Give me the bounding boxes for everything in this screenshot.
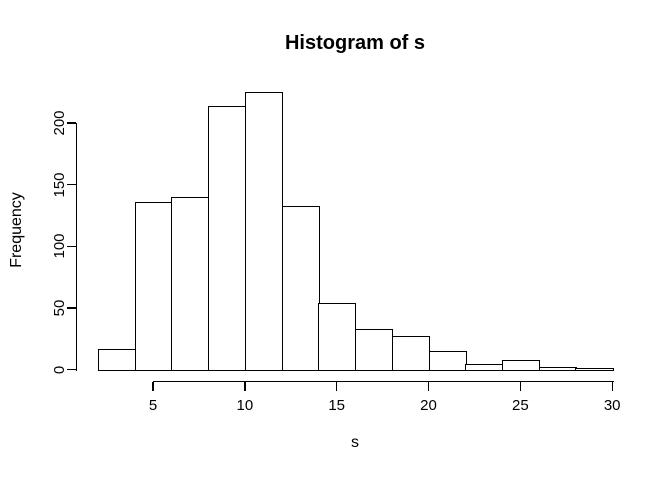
histogram-bar — [355, 328, 394, 372]
histogram-bar — [501, 359, 541, 372]
x-tick-label: 15 — [328, 397, 346, 414]
y-axis-line — [76, 122, 78, 372]
histogram-bar — [428, 351, 467, 372]
histogram-bar — [575, 368, 614, 372]
x-tick-label: 20 — [420, 397, 437, 414]
histogram-bar — [171, 196, 210, 372]
histogram-bar — [208, 105, 247, 372]
y-tick-label: 0 — [51, 365, 68, 374]
x-tick-mark — [152, 382, 154, 392]
histogram-bar — [391, 336, 430, 372]
y-tick-mark — [67, 369, 77, 371]
histogram-bar — [97, 348, 137, 372]
y-tick-label: 200 — [51, 110, 68, 136]
y-tick-label: 150 — [51, 172, 68, 198]
x-tick-mark — [335, 382, 338, 392]
x-tick-mark — [519, 382, 522, 392]
x-tick-label: 30 — [603, 397, 621, 414]
y-tick-mark — [67, 122, 77, 124]
x-tick-mark — [611, 382, 613, 392]
y-tick-mark — [67, 307, 77, 309]
histogram-bar — [538, 367, 577, 372]
y-tick-label: 50 — [51, 299, 68, 317]
x-axis-line — [153, 381, 614, 383]
histogram-bar — [318, 303, 357, 372]
x-tick-label: 10 — [236, 397, 254, 414]
y-tick-label: 100 — [51, 233, 68, 259]
x-tick-label: 25 — [512, 397, 529, 414]
x-tick-label: 5 — [148, 397, 158, 414]
histogram-bar — [134, 201, 173, 372]
x-tick-mark — [427, 382, 430, 392]
chart-title: Histogram of s — [284, 32, 426, 54]
x-axis-label: s — [351, 434, 359, 451]
histogram-bar — [244, 92, 283, 372]
x-tick-mark — [244, 382, 246, 392]
y-axis-label: Frequency — [8, 192, 25, 268]
histogram-bar — [465, 363, 504, 372]
histogram-bar — [281, 205, 320, 372]
y-tick-mark — [67, 245, 77, 247]
y-tick-mark — [67, 183, 77, 186]
